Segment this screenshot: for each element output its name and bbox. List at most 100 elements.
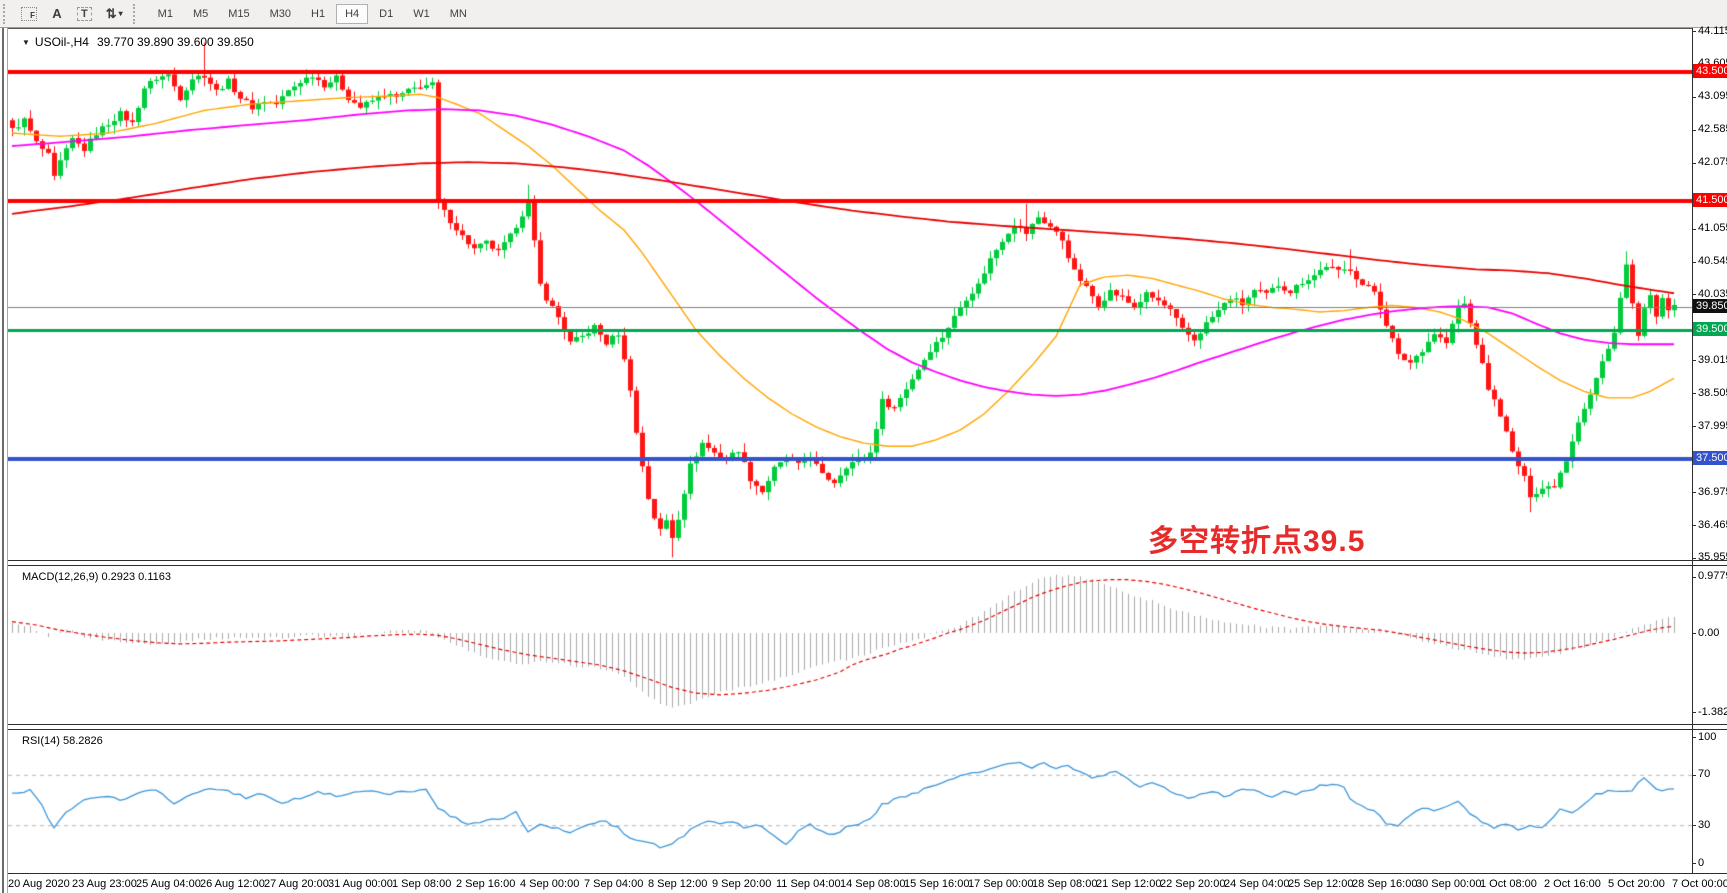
rsi-axis-label: 70: [1698, 768, 1711, 780]
price-axis-label-tick: [1692, 229, 1696, 230]
rsi-axis-label-tick: [1692, 737, 1696, 738]
time-axis-label: 25 Aug 04:00: [136, 878, 201, 890]
price-axis-label: 44.115: [1698, 25, 1727, 37]
time-axis-label: 1 Sep 08:00: [392, 878, 452, 890]
rsi-canvas[interactable]: [8, 730, 1692, 873]
text-box-button[interactable]: T: [70, 3, 99, 25]
time-axis-label: 22 Sep 20:00: [1160, 878, 1226, 890]
macd-pane[interactable]: MACD(12,26,9) 0.2923 0.1163: [8, 566, 1692, 724]
pane-separator[interactable]: [8, 560, 1727, 566]
main-price-pane[interactable]: ▼ USOil-,H4 39.770 39.890 39.600 39.850 …: [8, 28, 1692, 561]
price-level-badge-43.500: 43.500: [1693, 64, 1727, 78]
timeframe-MN[interactable]: MN: [441, 4, 476, 24]
timeframe-group: M1 M5 M15 M30 H1 H4 D1 W1 MN: [148, 3, 477, 24]
price-level-badge-39.850: 39.850: [1693, 299, 1727, 313]
window-left-border: [0, 28, 8, 893]
time-axis-label: 28 Sep 16:00: [1352, 878, 1418, 890]
time-axis-label: 31 Aug 00:00: [328, 878, 393, 890]
toolbar-grip[interactable]: [3, 3, 8, 24]
rsi-axis-label: 100: [1698, 731, 1717, 743]
price-level-badge-39.500: 39.500: [1693, 322, 1727, 336]
chevron-down-icon: ▾: [118, 9, 123, 18]
object-tools-button[interactable]: ⇅ ▾: [99, 3, 130, 25]
time-axis-label: 7 Sep 04:00: [584, 878, 644, 890]
macd-axis-label: 0.00: [1698, 627, 1720, 639]
timeframe-M5[interactable]: M5: [184, 4, 217, 24]
timeframe-H1[interactable]: H1: [302, 4, 334, 24]
time-axis-label: 24 Sep 04:00: [1224, 878, 1290, 890]
pane-separator[interactable]: [8, 724, 1727, 730]
price-level-badge-41.500: 41.500: [1693, 193, 1727, 207]
timeframe-H4[interactable]: H4: [336, 3, 369, 24]
arrows-icon: ⇅: [105, 5, 117, 21]
price-axis-border: [1692, 28, 1693, 873]
time-axis-label: 23 Aug 23:00: [72, 878, 137, 890]
price-axis-label-tick: [1692, 426, 1696, 427]
price-axis-label-tick: [1692, 492, 1696, 493]
macd-axis-label: 0.9779: [1698, 570, 1727, 582]
time-axis-label: 20 Aug 2020: [8, 878, 70, 890]
time-axis-label: 4 Sep 00:00: [520, 878, 580, 890]
macd-axis-label-tick: [1692, 577, 1696, 578]
timeframe-M1[interactable]: M1: [149, 4, 182, 24]
time-axis-label: 7 Oct 00:00: [1672, 878, 1727, 890]
price-axis-label: 40.545: [1698, 255, 1727, 267]
rsi-axis-label: 0: [1698, 857, 1705, 869]
chart-shift-button[interactable]: F: [14, 3, 44, 25]
rsi-axis-label-tick: [1692, 825, 1696, 826]
rsi-axis-label-tick: [1692, 775, 1696, 776]
time-axis-label: 25 Sep 12:00: [1288, 878, 1354, 890]
price-axis-label-tick: [1692, 525, 1696, 526]
price-level-badge-37.500: 37.500: [1693, 451, 1727, 465]
time-axis[interactable]: 20 Aug 2020 23 Aug 23:00 25 Aug 04:00 26 Au…: [8, 873, 1727, 893]
letter-a-icon: A: [52, 6, 62, 21]
timeframe-W1[interactable]: W1: [404, 4, 439, 24]
macd-axis-label-tick: [1692, 712, 1696, 713]
toolbar-grip[interactable]: [132, 3, 138, 24]
macd-axis-label: -1.382: [1698, 706, 1727, 718]
time-axis-label: 17 Sep 00:00: [968, 878, 1034, 890]
price-axis-label-tick: [1692, 163, 1696, 164]
time-axis-label: 15 Sep 16:00: [904, 878, 970, 890]
price-axis-label-tick: [1692, 130, 1696, 131]
rsi-axis-label-tick: [1692, 863, 1696, 864]
timeframe-D1[interactable]: D1: [370, 4, 402, 24]
price-axis-label-tick: [1692, 97, 1696, 98]
time-axis-label: 21 Sep 12:00: [1096, 878, 1162, 890]
macd-axis-label-tick: [1692, 633, 1696, 634]
annotate-text-button[interactable]: A: [44, 3, 70, 25]
macd-canvas[interactable]: [8, 566, 1692, 724]
price-axis-label: 38.505: [1698, 387, 1727, 399]
symbol-dropdown-icon[interactable]: ▼: [22, 37, 30, 47]
price-axis-label: 42.585: [1698, 123, 1727, 135]
symbol-timeframe-label: USOil-,H4: [34, 35, 89, 49]
timeframe-M15[interactable]: M15: [219, 4, 258, 24]
timeframe-M30[interactable]: M30: [261, 4, 300, 24]
time-axis-label: 1 Oct 08:00: [1480, 878, 1537, 890]
price-axis-label-tick: [1692, 558, 1696, 559]
price-axis-label: 39.015: [1698, 354, 1727, 366]
price-axis-label: 42.075: [1698, 156, 1727, 168]
price-axis-label: 43.095: [1698, 90, 1727, 102]
price-axis-label-tick: [1692, 360, 1696, 361]
rsi-pane[interactable]: RSI(14) 58.2826: [8, 730, 1692, 873]
time-axis-label: 27 Aug 20:00: [264, 878, 329, 890]
price-axis-label: 40.035: [1698, 288, 1727, 300]
time-axis-label: 2 Sep 16:00: [456, 878, 516, 890]
price-axis-label-tick: [1692, 31, 1696, 32]
time-axis-label: 18 Sep 08:00: [1032, 878, 1098, 890]
chart-annotation-text: 多空转折点39.5: [1148, 525, 1366, 558]
price-axis-label-tick: [1692, 262, 1696, 263]
time-axis-label: 14 Sep 08:00: [840, 878, 906, 890]
rsi-label: RSI(14) 58.2826: [22, 735, 103, 747]
time-axis-label: 5 Oct 20:00: [1608, 878, 1665, 890]
time-axis-label: 30 Sep 00:00: [1416, 878, 1482, 890]
grid-f-icon: F: [21, 6, 37, 21]
price-axis-label-tick: [1692, 393, 1696, 394]
time-axis-label: 9 Sep 20:00: [712, 878, 772, 890]
ohlc-values: 39.770 39.890 39.600 39.850: [96, 35, 254, 49]
main-chart-canvas[interactable]: [8, 29, 1692, 561]
text-tool-icon: T: [77, 6, 92, 21]
price-axis-label: 36.465: [1698, 519, 1727, 531]
